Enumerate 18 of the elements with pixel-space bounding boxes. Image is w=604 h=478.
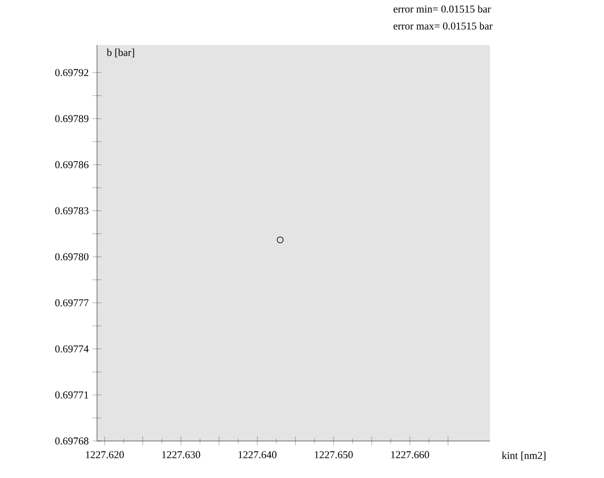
y-axis-title: b [bar] — [106, 48, 134, 58]
y-tick-label: 0.69789 — [55, 115, 88, 122]
x-tick-label: 1227.630 — [162, 451, 200, 458]
y-tick-label: 0.69786 — [55, 161, 89, 168]
y-tick-label: 0.69768 — [55, 437, 88, 445]
x-tick-label: 1227.660 — [391, 451, 430, 458]
x-axis-title: kint [nm2] — [502, 452, 546, 460]
y-tick-label: 0.69792 — [55, 69, 88, 76]
y-tick-label: 0.69780 — [55, 253, 88, 260]
x-tick-label: 1227.620 — [86, 451, 124, 458]
text: error min= 0.01515 bar — [394, 5, 491, 13]
x-tick-label: 1227.650 — [314, 451, 353, 458]
y-tick-label: 0.69774 — [55, 345, 89, 352]
y-tick-label: 0.69771 — [55, 391, 88, 398]
y-tick-label: 0.69783 — [55, 207, 88, 214]
text: error max= 0.01515 bar — [394, 22, 493, 30]
y-tick-label: 0.69777 — [55, 299, 89, 306]
x-tick-label: 1227.640 — [238, 451, 276, 458]
